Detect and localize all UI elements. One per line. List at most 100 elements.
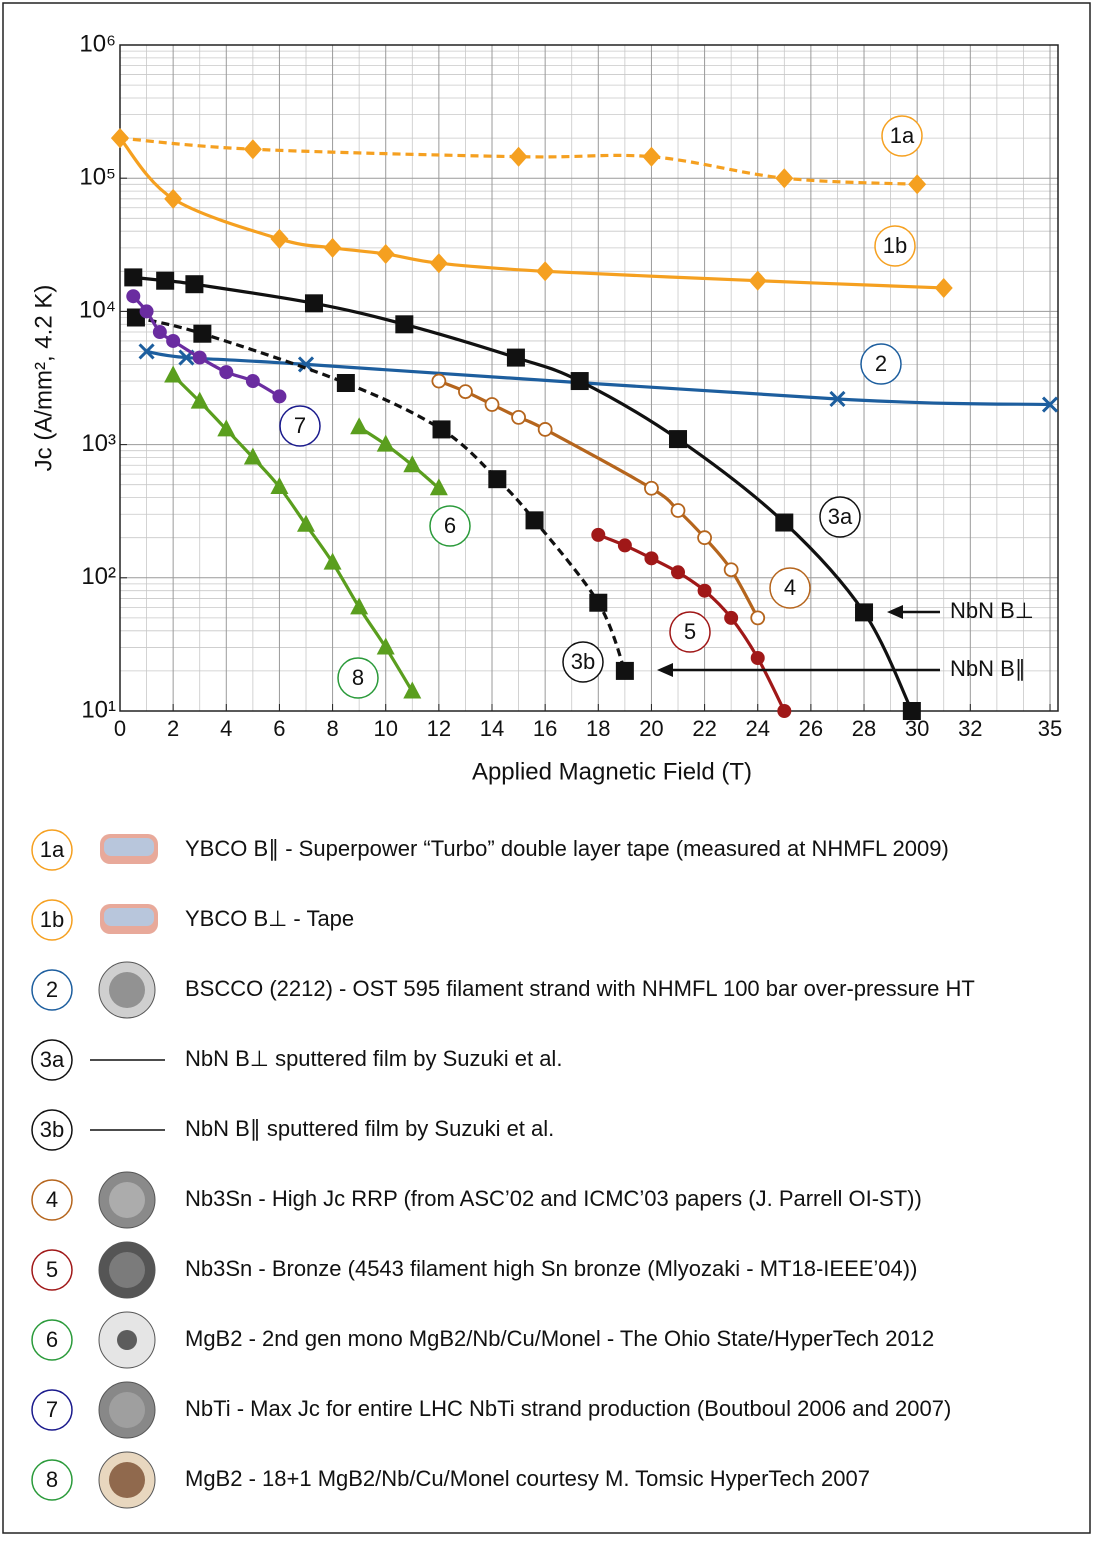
- legend-id: 8: [46, 1467, 58, 1492]
- legend-circle: [31, 829, 73, 871]
- marker: [185, 275, 204, 294]
- series-label-circle: [279, 405, 321, 447]
- x-tick-label: 35: [1038, 716, 1062, 741]
- series-label-circle: [669, 611, 711, 653]
- legend-text: NbN B∥ sputtered film by Suzuki et al.: [185, 1116, 554, 1141]
- legend-icon: [100, 834, 158, 864]
- marker: [697, 530, 712, 546]
- marker: [164, 188, 183, 209]
- marker: [403, 455, 422, 473]
- legend-text: Nb3Sn - Bronze (4543 filament high Sn br…: [185, 1256, 917, 1281]
- strand-inner: [109, 972, 145, 1008]
- marker: [395, 315, 414, 334]
- marker: [219, 365, 234, 380]
- marker: [297, 514, 316, 532]
- marker: [589, 593, 608, 612]
- legend-id: 3b: [40, 1117, 64, 1142]
- marker: [750, 610, 766, 626]
- marker: [166, 333, 181, 348]
- marker: [511, 410, 526, 425]
- marker: [509, 146, 528, 167]
- y-tick-label: 10⁶: [79, 30, 116, 57]
- x-tick-label: 24: [745, 716, 769, 741]
- x-tick-label: 26: [799, 716, 823, 741]
- series-label: 1a: [890, 123, 915, 148]
- annotation: NbN B∥: [950, 656, 1026, 681]
- strand-inner: [109, 1252, 145, 1288]
- legend-text: MgB2 - 18+1 MgB2/Nb/Cu/Monel courtesy M.…: [185, 1466, 870, 1491]
- x-tick-label: 20: [639, 716, 663, 741]
- marker: [272, 389, 287, 404]
- x-tick-label: 16: [533, 716, 557, 741]
- legend-circle: [31, 1039, 73, 1081]
- arrow-head: [657, 663, 673, 677]
- legend-circle: [31, 1319, 73, 1361]
- annotation: NbN B⊥: [950, 598, 1034, 623]
- legend-text: NbN B⊥ sputtered film by Suzuki et al.: [185, 1046, 562, 1071]
- series-label-circle: [337, 657, 379, 699]
- marker: [270, 228, 289, 249]
- marker: [750, 650, 765, 665]
- y-tick-label: 10³: [81, 430, 116, 457]
- series-label: 3b: [571, 649, 595, 674]
- series-label-circle: [874, 225, 916, 267]
- marker: [615, 661, 634, 680]
- legend-icon: [100, 904, 158, 934]
- marker: [323, 237, 342, 258]
- legend-icon: [98, 1171, 156, 1229]
- x-tick-label: 14: [480, 716, 504, 741]
- marker: [525, 511, 544, 530]
- plot-frame: [119, 44, 1059, 712]
- marker: [642, 146, 661, 167]
- x-tick-label: 32: [958, 716, 982, 741]
- x-tick-label: 28: [852, 716, 876, 741]
- legend-icon: [98, 961, 156, 1019]
- x-tick-label: 2: [167, 716, 179, 741]
- y-tick-label: 10¹: [81, 696, 116, 723]
- legend-circle: [31, 899, 73, 941]
- legend-circle: [31, 1459, 73, 1501]
- y-tick-label: 10⁴: [79, 297, 116, 324]
- legend-icon: [98, 1381, 156, 1439]
- series-line: [172, 374, 414, 693]
- marker: [855, 603, 874, 622]
- tape-inner: [104, 838, 154, 856]
- series-line: [119, 136, 918, 186]
- marker: [484, 397, 500, 412]
- marker: [350, 597, 369, 615]
- x-axis-label: Applied Magnetic Field (T): [472, 758, 752, 785]
- x-tick-label: 0: [114, 716, 126, 741]
- marker: [644, 551, 659, 566]
- legend-icon: [98, 1451, 156, 1509]
- marker: [243, 447, 262, 465]
- legend-id: 7: [46, 1397, 58, 1422]
- series-label: 1b: [883, 233, 907, 258]
- marker: [336, 374, 355, 393]
- series-line: [358, 425, 440, 490]
- marker: [902, 702, 921, 720]
- legend-id: 3a: [40, 1047, 65, 1072]
- marker: [723, 562, 739, 578]
- series-label-circle: [429, 505, 471, 547]
- marker: [376, 243, 395, 264]
- series-label: 8: [352, 665, 364, 690]
- marker: [164, 365, 183, 383]
- marker: [506, 348, 525, 367]
- marker: [270, 477, 289, 495]
- marker: [570, 372, 589, 391]
- series-line: [135, 315, 627, 672]
- marker: [152, 325, 167, 340]
- legend-id: 2: [46, 977, 58, 1002]
- series-label: 2: [875, 351, 887, 376]
- marker: [934, 277, 953, 298]
- marker: [748, 270, 767, 291]
- marker: [429, 253, 448, 274]
- marker: [124, 268, 143, 287]
- marker: [139, 304, 154, 319]
- x-tick-label: 6: [273, 716, 285, 741]
- marker: [429, 478, 448, 496]
- marker: [245, 374, 260, 389]
- marker: [617, 538, 632, 553]
- legend-text: BSCCO (2212) - OST 595 filament strand w…: [185, 976, 975, 1001]
